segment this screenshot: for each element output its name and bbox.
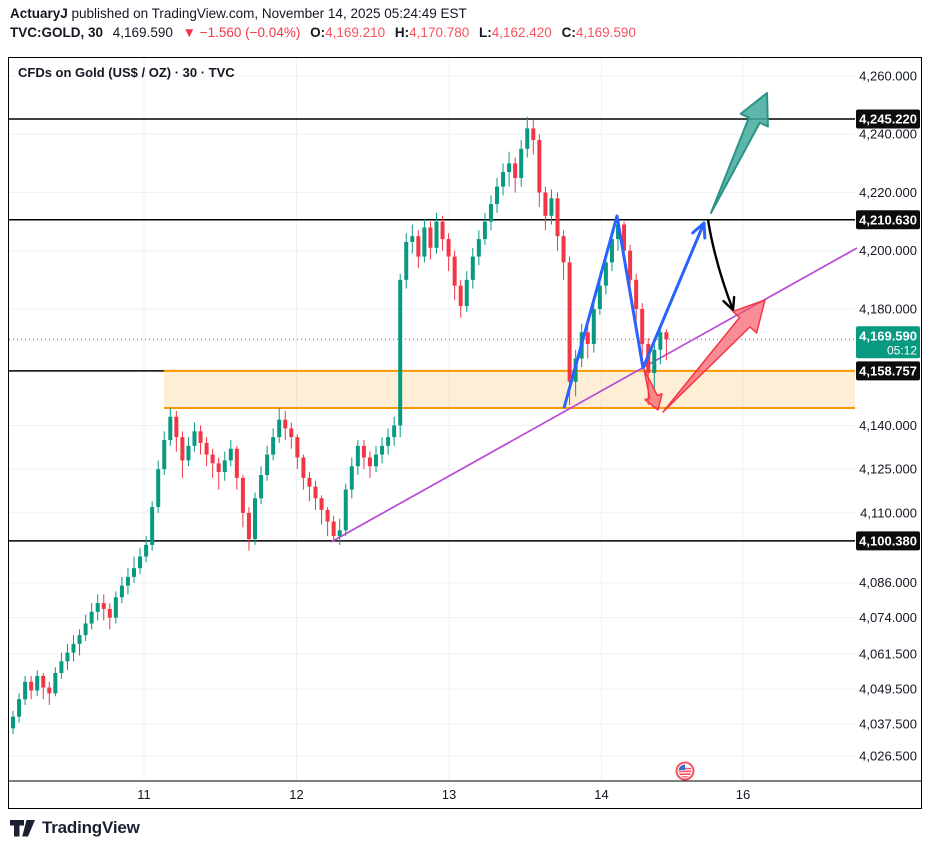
svg-text:4,086.000: 4,086.000 — [859, 575, 917, 590]
svg-text:4,125.000: 4,125.000 — [859, 462, 917, 477]
svg-text:11: 11 — [137, 787, 151, 802]
svg-text:4,180.000: 4,180.000 — [859, 301, 917, 316]
svg-text:4,220.000: 4,220.000 — [859, 185, 917, 200]
svg-text:4,210.630: 4,210.630 — [859, 212, 917, 227]
symbol-name[interactable]: TVC:GOLD, 30 — [10, 25, 104, 40]
svg-text:13: 13 — [442, 787, 456, 802]
price-change: −1.560 (−0.04%) — [199, 25, 301, 40]
svg-text:16: 16 — [736, 787, 750, 802]
last-price: 4,169.590 — [112, 25, 173, 40]
us-flag-icon[interactable] — [675, 761, 695, 781]
svg-text:4,200.000: 4,200.000 — [859, 243, 917, 258]
low-value: 4,162.420 — [491, 25, 552, 40]
svg-text:4,245.220: 4,245.220 — [859, 112, 917, 127]
svg-text:4,169.590: 4,169.590 — [859, 328, 917, 343]
svg-text:4,100.380: 4,100.380 — [859, 533, 917, 548]
tradingview-brand-text: TradingView — [42, 818, 140, 837]
price-scale[interactable]: 4,260.000 4,240.000 4,220.000 4,200.000 4,18… — [856, 69, 920, 764]
svg-text:4,140.000: 4,140.000 — [859, 418, 917, 433]
svg-text:05:12: 05:12 — [887, 343, 917, 357]
blue-projection-zigzag[interactable] — [562, 214, 707, 409]
close-value: 4,169.590 — [575, 25, 636, 40]
svg-text:4,240.000: 4,240.000 — [859, 127, 917, 142]
close-label: C: — [561, 25, 576, 40]
svg-text:4,061.500: 4,061.500 — [859, 647, 917, 662]
svg-text:14: 14 — [594, 787, 608, 802]
grid-layer — [9, 58, 855, 781]
svg-text:4,158.757: 4,158.757 — [859, 363, 917, 378]
black-pullback-arrow[interactable] — [706, 219, 736, 312]
support-zone[interactable] — [9, 369, 855, 409]
chart-legend-title[interactable]: CFDs on Gold (US$ / OZ) · 30 · TVC — [18, 65, 235, 80]
high-label: H: — [394, 25, 410, 40]
price-chart-svg[interactable]: 4,260.000 4,240.000 4,220.000 4,200.000 4,18… — [9, 58, 921, 808]
svg-text:12: 12 — [289, 787, 303, 802]
current-price-badge — [856, 326, 920, 359]
author-name[interactable]: ActuaryJ — [10, 6, 68, 21]
tradingview-logo-icon — [10, 819, 35, 836]
open-label: O: — [310, 25, 326, 40]
svg-text:4,260.000: 4,260.000 — [859, 69, 917, 84]
candles-layer — [11, 116, 669, 735]
svg-text:4,037.500: 4,037.500 — [859, 716, 917, 731]
time-scale[interactable]: 11 12 13 14 16 — [9, 780, 921, 802]
publish-info-bar: ActuaryJ published on TradingView.com, N… — [10, 6, 467, 21]
svg-text:4,074.000: 4,074.000 — [859, 610, 917, 625]
symbol-info-bar: TVC:GOLD, 30 4,169.590 ▼ −1.560 (−0.04%)… — [10, 25, 636, 40]
open-value: 4,169.210 — [325, 25, 386, 40]
level-lines[interactable] — [9, 118, 855, 542]
svg-text:4,049.500: 4,049.500 — [859, 682, 917, 697]
ascending-trendline[interactable] — [330, 247, 858, 543]
tradingview-attribution[interactable]: TradingView — [10, 818, 140, 838]
down-triangle-icon: ▼ — [182, 25, 196, 40]
red-scenario-arrows[interactable] — [643, 299, 766, 413]
svg-text:4,026.500: 4,026.500 — [859, 748, 917, 763]
publish-text: published on TradingView.com, November 1… — [67, 6, 467, 21]
high-value: 4,170.780 — [409, 25, 470, 40]
low-label: L: — [479, 25, 492, 40]
bullish-breakout-arrow[interactable] — [710, 92, 769, 214]
svg-text:4,110.000: 4,110.000 — [860, 505, 917, 520]
chart-area[interactable]: CFDs on Gold (US$ / OZ) · 30 · TVC 4,260… — [8, 57, 922, 809]
